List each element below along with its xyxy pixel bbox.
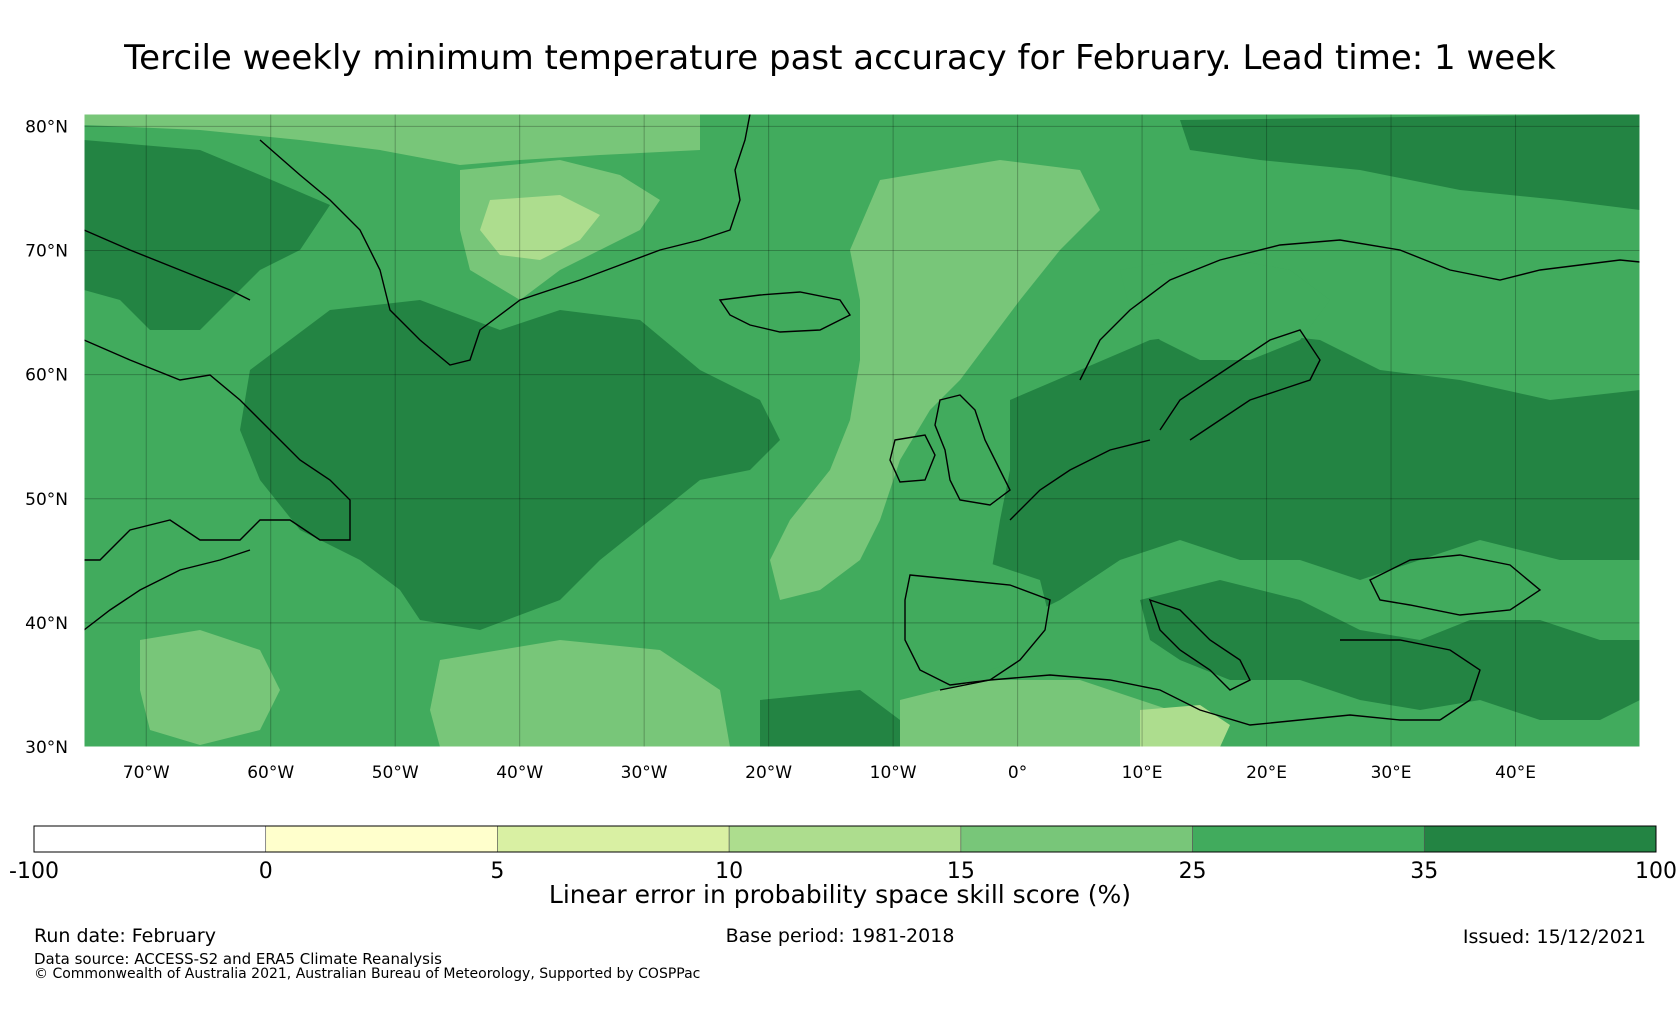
latitude-label: 80°N	[25, 117, 68, 137]
latitude-label: 60°N	[25, 366, 68, 386]
colorbar-swatch	[497, 825, 730, 853]
graticule	[84, 114, 1640, 747]
map-title: Tercile weekly minimum temperature past …	[124, 38, 1556, 78]
skill-region-central-atlantic	[240, 300, 780, 630]
skill-region-mediterranean	[1140, 580, 1640, 720]
skill-region-norwegian-sea	[770, 160, 1100, 600]
skill-region-barents	[1180, 114, 1640, 210]
colorbar-tick-label: 100	[1635, 859, 1677, 884]
longitude-label: 30°W	[621, 763, 668, 783]
colorbar-swatch	[960, 825, 1193, 853]
coastline-british-isles	[934, 394, 1011, 506]
longitude-label: 50°W	[372, 763, 419, 783]
coastline-iberia	[904, 574, 1051, 686]
latitude-label: 70°N	[25, 242, 68, 262]
skill-region-north-africa	[900, 680, 1200, 747]
copyright: © Commonwealth of Australia 2021, Austra…	[34, 966, 701, 982]
skill-region-subtropical-dark	[760, 690, 900, 747]
longitude-label: 0°	[1008, 763, 1027, 783]
colorbar-swatch	[33, 825, 267, 853]
longitude-label: 30°E	[1371, 763, 1412, 783]
longitude-label: 60°W	[247, 763, 294, 783]
colorbar-tick-label: 5	[490, 859, 504, 884]
longitude-label: 10°E	[1122, 763, 1163, 783]
map-frame	[83, 113, 1641, 748]
coastline-greenland	[259, 114, 751, 366]
longitude-label: 20°W	[745, 763, 792, 783]
longitude-label: 40°W	[496, 763, 543, 783]
coastline-labrador	[84, 339, 351, 561]
skill-region-iberia	[890, 560, 1050, 680]
skill-region-arctic-light	[84, 114, 700, 165]
skill-region-subtropical-west	[140, 630, 280, 745]
colorbar-frame	[33, 825, 1657, 853]
colorbar-swatch	[1192, 825, 1425, 853]
base-period: Base period: 1981-2018	[725, 925, 955, 947]
longitude-labels: 70°W 60°W 50°W 40°W 30°W 20°W 10°W 0° 10°E 20°E 30…	[123, 763, 1536, 783]
colorbar-swatch	[1423, 825, 1657, 853]
colorbar-tick-label: 35	[1410, 859, 1438, 884]
coastline-black-sea	[1369, 554, 1542, 616]
colorbar-swatch	[265, 825, 498, 853]
colorbar-title: Linear error in probability space skill …	[548, 880, 1132, 909]
longitude-label: 10°W	[870, 763, 917, 783]
skill-region-northern-europe	[990, 330, 1640, 620]
latitude-label: 30°N	[25, 738, 68, 758]
longitude-label: 20°E	[1246, 763, 1287, 783]
latitude-label: 40°N	[25, 614, 68, 634]
colorbar-tick-label: -100	[9, 859, 59, 884]
coastline-baltic	[1159, 329, 1321, 441]
coastline-baffin	[84, 229, 251, 301]
colorbar-tick-label: 10	[715, 859, 743, 884]
coastline-europe-west	[1009, 439, 1151, 521]
data-source: Data source: ACCESS-S2 and ERA5 Climate …	[34, 950, 442, 968]
run-date: Run date: February	[34, 925, 216, 947]
colorbar-tick-label: 25	[1179, 859, 1207, 884]
coastline-north-africa	[939, 674, 1440, 726]
skill-region-scandinavia	[1120, 255, 1330, 360]
colorbar: -100 0 5 10 15 25 35 100	[9, 825, 1677, 884]
skill-region-baffin	[84, 140, 330, 330]
latitude-labels: 80°N 70°N 60°N 50°N 40°N 30°N	[25, 117, 68, 758]
longitude-label: 70°W	[123, 763, 170, 783]
coastline-italy	[1148, 598, 1251, 691]
coastlines	[84, 114, 1640, 726]
coastline-iceland	[718, 291, 852, 333]
issued-date: Issued: 15/12/2021	[1462, 926, 1646, 948]
skill-region-subtropical-central	[430, 640, 730, 747]
skill-region-sahara-light	[1140, 705, 1230, 747]
coastline-eastern-med	[1340, 639, 1481, 721]
skill-field	[84, 114, 1640, 747]
longitude-label: 40°E	[1495, 763, 1536, 783]
colorbar-tick-label: 15	[947, 859, 975, 884]
latitude-label: 50°N	[25, 490, 68, 510]
skill-region-denmark-strait	[480, 195, 600, 260]
colorbar-tick-label: 0	[259, 859, 273, 884]
coastline-ireland	[889, 434, 936, 483]
colorbar-swatch	[728, 825, 962, 853]
coastline-nova-scotia	[84, 549, 251, 631]
coastline-scandinavia	[1079, 239, 1640, 381]
